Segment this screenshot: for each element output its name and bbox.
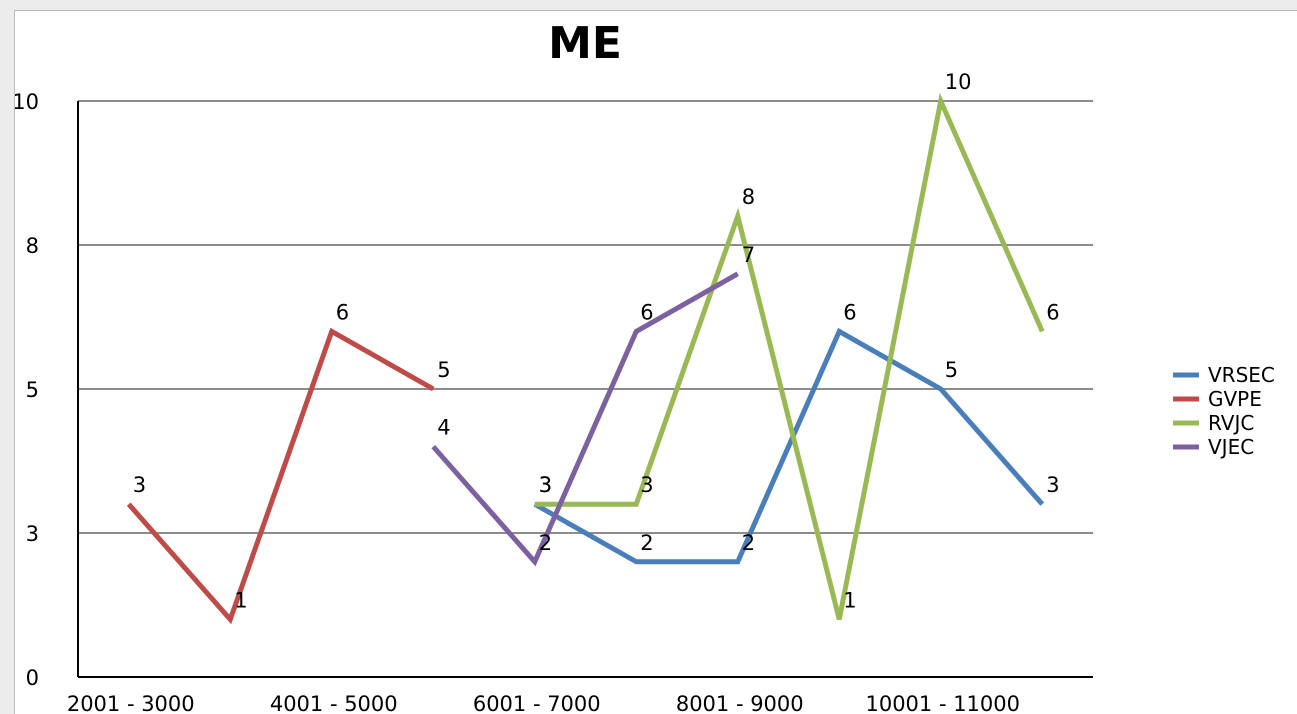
data-label: 3: [539, 473, 552, 497]
data-label: 1: [234, 588, 247, 612]
series-lines: [126, 92, 1045, 625]
legend-label: RVJC: [1208, 411, 1254, 435]
x-tick-label: 8001 - 9000: [676, 692, 804, 714]
data-label: 6: [336, 300, 349, 324]
y-axis-ticks: 0 3 5 8 10: [15, 90, 39, 690]
data-label: 4: [437, 416, 450, 440]
data-label: 3: [1046, 473, 1059, 497]
data-label: 2: [742, 531, 755, 555]
y-tick-label: 8: [26, 234, 39, 258]
legend-label: VRSEC: [1208, 363, 1275, 387]
gridlines: [78, 100, 1093, 534]
data-label: 3: [539, 473, 552, 497]
series-line-vjec: [431, 271, 739, 567]
y-tick-label: 0: [26, 666, 39, 690]
legend-label: VJEC: [1208, 435, 1254, 459]
line-chart: ME 0 3 5 8 10 2001 - 3000 4001 - 5000 6001 - 7…: [15, 18, 1275, 714]
data-label: 5: [945, 358, 958, 382]
data-label: 2: [539, 531, 552, 555]
data-label: 2: [640, 531, 653, 555]
data-label: 3: [133, 473, 146, 497]
data-label: 1: [843, 588, 856, 612]
chart-title: ME: [548, 18, 622, 69]
chart-frame: ME 0 3 5 8 10 2001 - 3000 4001 - 5000 6001 - 7…: [14, 10, 1297, 714]
data-label: 6: [843, 300, 856, 324]
data-label: 6: [640, 300, 653, 324]
data-label: 6: [1046, 300, 1059, 324]
y-tick-label: 10: [15, 90, 39, 114]
series-line-rvjc: [534, 92, 1045, 621]
axes: [77, 101, 1093, 678]
x-axis-ticks: 2001 - 3000 4001 - 5000 6001 - 7000 8001 - …: [67, 692, 1020, 714]
series-line-vrsec: [533, 327, 1045, 565]
series-line-gvpe: [126, 327, 435, 625]
legend-label: GVPE: [1208, 387, 1262, 411]
x-tick-label: 10001 - 11000: [865, 692, 1020, 714]
x-tick-label: 4001 - 5000: [270, 692, 398, 714]
x-tick-label: 2001 - 3000: [67, 692, 195, 714]
x-tick-label: 6001 - 7000: [473, 692, 601, 714]
data-label: 7: [742, 243, 755, 267]
data-label: 3: [640, 473, 653, 497]
y-tick-label: 5: [26, 378, 39, 402]
y-tick-label: 3: [26, 522, 39, 546]
data-label: 8: [742, 185, 755, 209]
data-label: 10: [945, 70, 972, 94]
data-label: 5: [437, 358, 450, 382]
